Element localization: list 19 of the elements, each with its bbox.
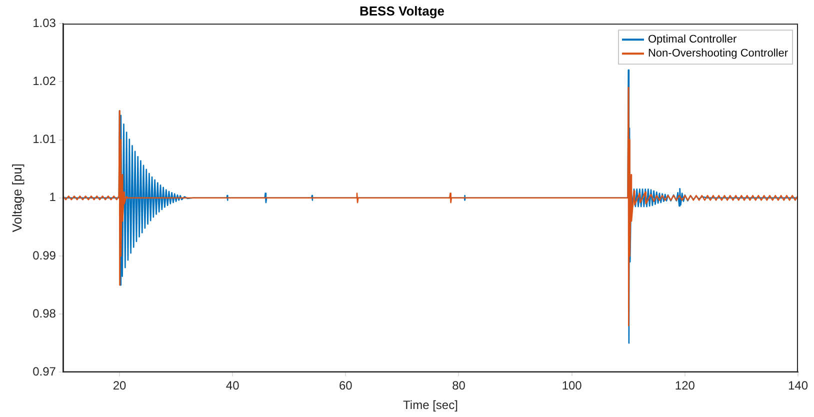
x-tick-label: 20 (112, 378, 126, 393)
y-tick-label: 1.03 (32, 16, 56, 30)
x-tick-label: 120 (674, 378, 696, 393)
legend-label: Optimal Controller (648, 34, 737, 46)
legend-label: Non-Overshooting Controller (648, 48, 788, 60)
y-tick-label: 0.99 (32, 248, 56, 262)
y-tick-label: 1 (49, 190, 56, 204)
y-axis-title: Voltage [pu] (9, 164, 24, 232)
x-tick-label: 140 (788, 378, 808, 393)
x-axis-title: Time [sec] (403, 398, 458, 412)
y-tick-label: 1.01 (32, 132, 56, 146)
y-tick-label: 1.02 (32, 74, 56, 88)
x-tick-label: 80 (452, 378, 466, 393)
x-tick-label: 40 (226, 378, 240, 393)
x-tick-label: 100 (562, 378, 582, 393)
y-tick-label: 0.97 (32, 364, 56, 379)
x-tick-label: 60 (338, 378, 353, 393)
y-tick-label: 0.98 (32, 306, 56, 320)
chart-title: BESS Voltage (359, 3, 445, 18)
